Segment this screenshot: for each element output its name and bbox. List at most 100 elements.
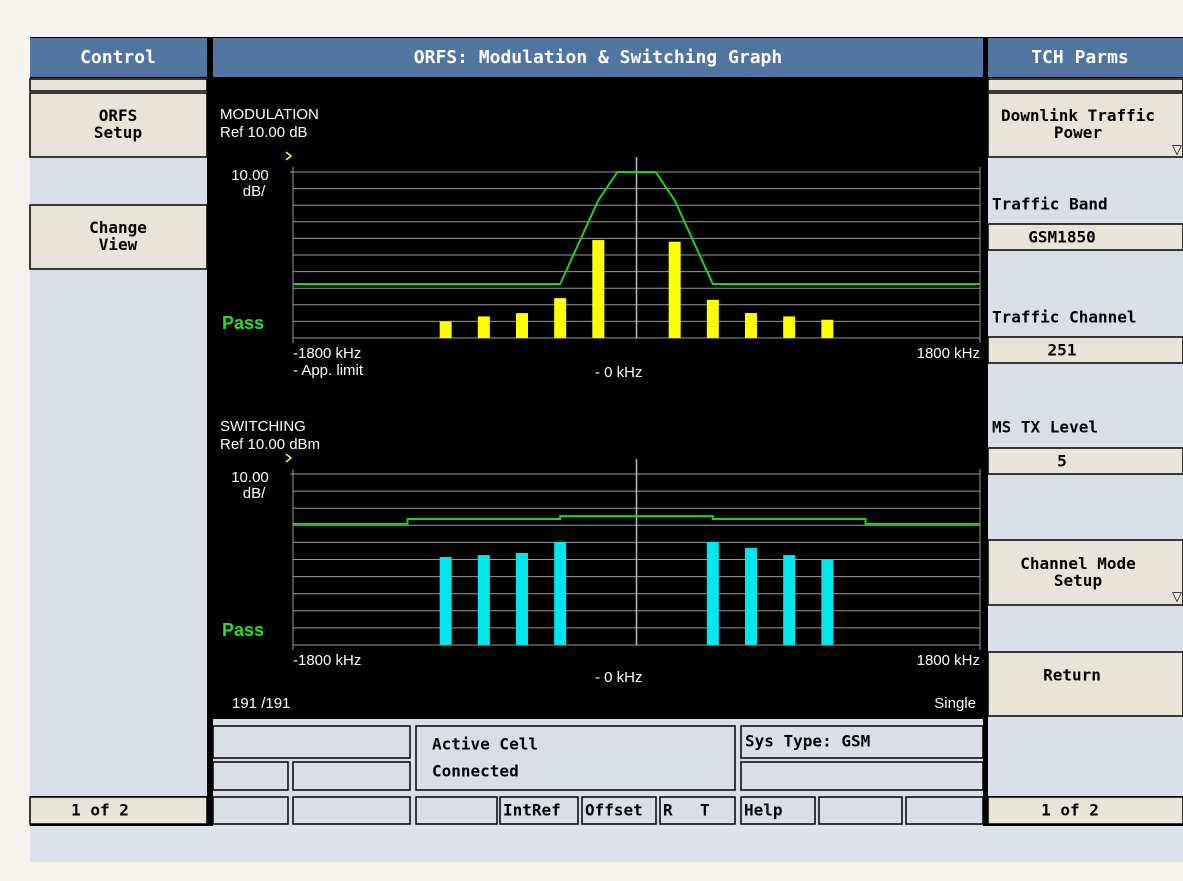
field-value-box[interactable]: [987, 223, 1183, 251]
bar: [592, 240, 605, 338]
bar: [706, 299, 719, 338]
button[interactable]: [987, 92, 1183, 158]
menu-arrow: ▽: [1172, 590, 1182, 605]
button[interactable]: [987, 539, 1183, 606]
button-label: Downlink Traffic: [1001, 106, 1155, 125]
bar: [477, 555, 490, 645]
bar: [439, 556, 452, 645]
graph-panel: [213, 78, 983, 719]
soft-key[interactable]: [905, 796, 984, 825]
bar: [821, 560, 834, 645]
field-value: GSM1850: [1028, 228, 1095, 247]
x-tick-label: 1800 kHz: [917, 652, 980, 669]
header-title: ORFS: Modulation & Switching Graph: [414, 47, 782, 68]
button-label: Power: [1054, 123, 1102, 142]
field-label: Traffic Band: [992, 195, 1108, 214]
bar: [821, 319, 834, 338]
sweep-count: 191 /191: [232, 695, 290, 712]
page-label: 1 of 2: [1041, 801, 1099, 820]
box: [292, 761, 411, 791]
field-label: Traffic Channel: [992, 308, 1137, 327]
soft-key[interactable]: [659, 796, 736, 825]
graph-ref: Ref 10.00 dBm: [220, 436, 320, 453]
y-tick-label: 10.00: [231, 469, 269, 486]
button[interactable]: [29, 92, 208, 158]
box: [740, 761, 984, 791]
graph-ref: Ref 10.00 dB: [220, 124, 308, 141]
page-indicator: [987, 796, 1183, 825]
field-value: 251: [1048, 341, 1077, 360]
center-label: - 0 kHz: [595, 364, 643, 381]
x-tick-label: -1800 kHz: [293, 345, 361, 362]
soft-key-label: Offset: [585, 801, 643, 820]
box: [740, 725, 984, 759]
page-indicator: [29, 796, 208, 825]
left-column: [30, 78, 207, 796]
status-value: Connected: [432, 762, 519, 781]
scale-unit: dB/: [243, 485, 266, 502]
bar: [516, 313, 528, 338]
soft-key[interactable]: [740, 796, 816, 825]
bar: [554, 298, 567, 338]
button-label: Channel Mode: [1020, 554, 1136, 573]
ref-marker: [285, 453, 293, 463]
button-label: View: [99, 235, 138, 254]
menu-arrow: ▽: [1172, 143, 1182, 158]
bar: [477, 316, 490, 338]
soft-key[interactable]: [581, 796, 657, 825]
bar: [783, 316, 796, 338]
header-bar: [213, 38, 983, 77]
soft-key[interactable]: [292, 796, 411, 825]
header-title: TCH Parms: [1031, 47, 1129, 68]
button-label: Return: [1043, 666, 1101, 685]
header-bar: [988, 38, 1183, 77]
bar: [745, 313, 757, 338]
soft-key[interactable]: [212, 796, 289, 825]
graph-title: SWITCHING: [220, 418, 306, 435]
ref-marker: [285, 151, 293, 161]
limit-line: [293, 515, 980, 525]
button-label: Change: [89, 218, 147, 237]
button[interactable]: [29, 204, 208, 270]
soft-key[interactable]: [818, 796, 903, 825]
limit-line: [293, 171, 980, 286]
bar: [745, 548, 757, 645]
limit-legend: - App. limit: [293, 362, 364, 379]
pass-status: Pass: [222, 620, 264, 640]
bar: [439, 321, 452, 338]
bar: [668, 241, 681, 338]
button-strip: [987, 78, 1183, 92]
soft-key-label: IntRef: [503, 801, 561, 820]
button-strip: [29, 78, 208, 92]
y-tick-label: 10.00: [231, 167, 269, 184]
bar: [554, 542, 567, 645]
header-bar: [30, 38, 207, 77]
button-label: Setup: [94, 123, 142, 142]
field-label: MS TX Level: [992, 418, 1098, 437]
x-tick-label: -1800 kHz: [293, 652, 361, 669]
soft-key-label: Help: [744, 801, 783, 820]
bar: [783, 555, 796, 645]
header-title: Control: [80, 47, 156, 68]
page-label: 1 of 2: [71, 801, 129, 820]
soft-key-label: R: [663, 801, 673, 820]
bar: [516, 553, 528, 645]
field-value-box[interactable]: [987, 336, 1183, 364]
pass-status: Pass: [222, 313, 264, 333]
button-label: ORFS: [99, 106, 138, 125]
bar: [706, 542, 719, 645]
center-label: - 0 kHz: [595, 669, 643, 686]
box: [415, 725, 736, 791]
scale-unit: dB/: [243, 183, 266, 200]
button[interactable]: [987, 651, 1183, 717]
soft-key[interactable]: [415, 796, 498, 825]
soft-key-label: T: [700, 801, 710, 820]
box: [212, 725, 411, 759]
footer-area: [30, 826, 1183, 862]
field-value-box[interactable]: [987, 447, 1183, 475]
sweep-mode: Single: [934, 695, 976, 712]
graph-title: MODULATION: [220, 106, 319, 123]
box: [212, 761, 289, 791]
soft-key[interactable]: [499, 796, 579, 825]
